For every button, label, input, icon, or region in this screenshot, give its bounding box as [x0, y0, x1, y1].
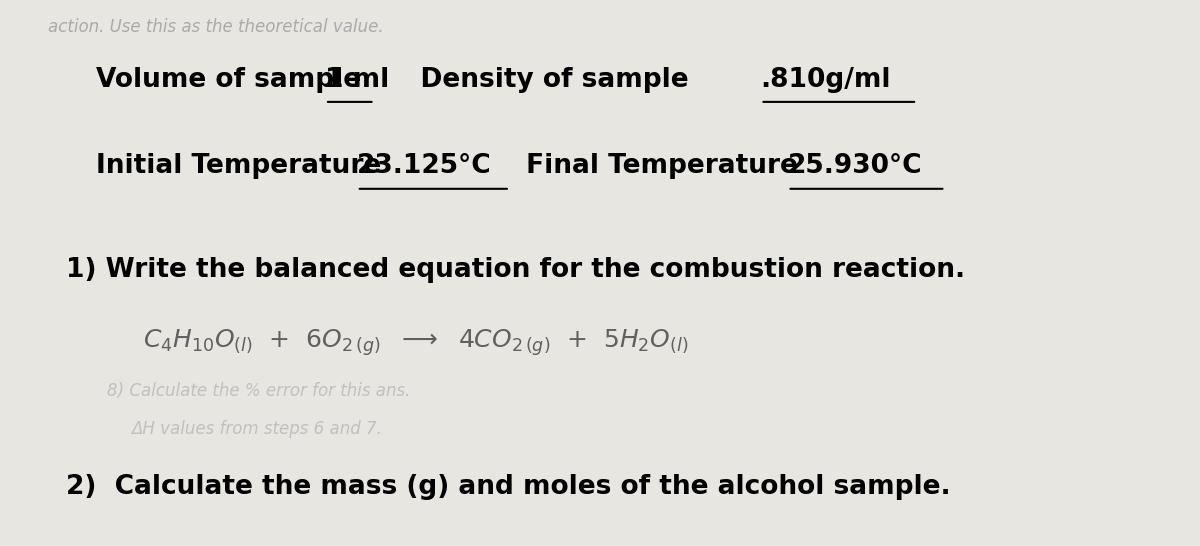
Text: 2)  Calculate the mass (g) and moles of the alcohol sample.: 2) Calculate the mass (g) and moles of t… — [66, 474, 950, 500]
Text: 8) Calculate the % error for this ans.: 8) Calculate the % error for this ans. — [107, 382, 410, 400]
Text: ΔH values from steps 6 and 7.: ΔH values from steps 6 and 7. — [131, 420, 382, 438]
Text: Initial Temperature: Initial Temperature — [96, 153, 390, 180]
Text: .810g/ml: .810g/ml — [761, 67, 892, 93]
Text: 1 ml: 1 ml — [325, 67, 389, 93]
Text: Final Temperature: Final Temperature — [517, 153, 806, 180]
Text: action. Use this as the theoretical value.: action. Use this as the theoretical valu… — [48, 17, 384, 35]
Text: 1) Write the balanced equation for the combustion reaction.: 1) Write the balanced equation for the c… — [66, 257, 965, 283]
Text: 23.125°C: 23.125°C — [356, 153, 492, 180]
Text: $C_4H_{10}O_{(l)}$  +  $6O_{2\,(g)}$  $\longrightarrow$  $4CO_{2\,(g)}$  +  $5H_: $C_4H_{10}O_{(l)}$ + $6O_{2\,(g)}$ $\lon… — [143, 327, 688, 358]
Text: Density of sample: Density of sample — [384, 67, 697, 93]
Text: Volume of sample: Volume of sample — [96, 67, 370, 93]
Text: 25.930°C: 25.930°C — [787, 153, 922, 180]
